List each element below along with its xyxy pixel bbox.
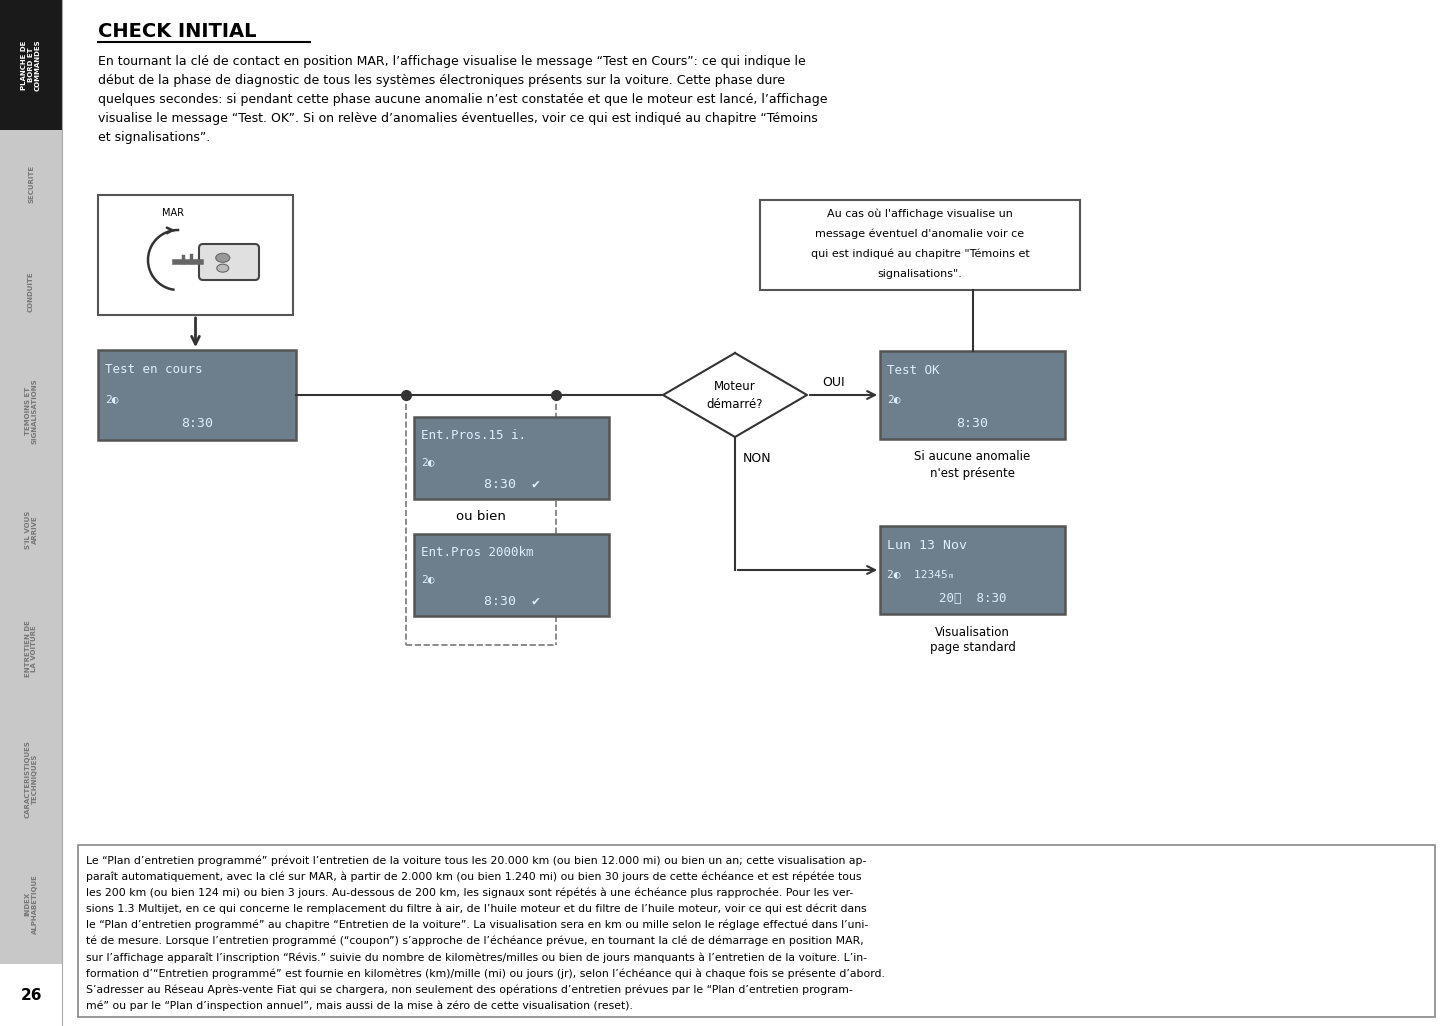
Text: 2◐  12345ₘ: 2◐ 12345ₘ xyxy=(887,569,955,580)
Bar xyxy=(0,476,62,584)
Bar xyxy=(0,346,62,476)
Text: 8:30: 8:30 xyxy=(957,417,988,430)
Text: 2◐: 2◐ xyxy=(420,575,435,584)
Text: formation d’“Entretien programmé” est fournie en kilomètres (km)/mille (mi) ou j: formation d’“Entretien programmé” est fo… xyxy=(87,969,884,979)
Text: MAR: MAR xyxy=(162,208,184,218)
Text: le “Plan d’entretien programmé” au chapitre “Entretien de la voiture”. La visual: le “Plan d’entretien programmé” au chapi… xyxy=(87,919,868,931)
Ellipse shape xyxy=(217,264,228,272)
Text: Moteur: Moteur xyxy=(714,380,756,393)
Bar xyxy=(0,584,62,714)
FancyBboxPatch shape xyxy=(98,350,296,440)
FancyBboxPatch shape xyxy=(415,534,608,616)
Text: Le “Plan d’entretien programmé” prévoit l’entretien de la voiture tous les 20.00: Le “Plan d’entretien programmé” prévoit … xyxy=(87,855,867,866)
Bar xyxy=(78,845,1435,1017)
Text: SECURITE: SECURITE xyxy=(27,165,35,203)
Text: INDEX
ALPHABETIQUE: INDEX ALPHABETIQUE xyxy=(25,874,38,934)
Text: ENTRETIEN DE
LA VOITURE: ENTRETIEN DE LA VOITURE xyxy=(25,621,38,677)
Bar xyxy=(98,195,293,315)
Text: ou bien: ou bien xyxy=(457,511,506,523)
Text: Test en cours: Test en cours xyxy=(105,363,202,377)
FancyBboxPatch shape xyxy=(880,351,1065,439)
Text: CARACTERISTIQUES
TECHNIQUES: CARACTERISTIQUES TECHNIQUES xyxy=(25,740,38,818)
Text: S'IL VOUS
ARRIVE: S'IL VOUS ARRIVE xyxy=(25,511,38,549)
Text: et signalisations”.: et signalisations”. xyxy=(98,131,211,144)
Text: Test OK: Test OK xyxy=(887,364,939,377)
Text: Au cas où l'affichage visualise un: Au cas où l'affichage visualise un xyxy=(827,208,1013,220)
Text: 8:30  ✔: 8:30 ✔ xyxy=(484,478,539,490)
Text: Ent.Pros 2000km: Ent.Pros 2000km xyxy=(420,546,533,558)
Ellipse shape xyxy=(215,253,230,263)
Text: té de mesure. Lorsque l’entretien programmé (“coupon”) s’approche de l’échéance : té de mesure. Lorsque l’entretien progra… xyxy=(87,936,864,947)
Bar xyxy=(760,200,1079,290)
Bar xyxy=(0,844,62,964)
Text: paraît automatiquement, avec la clé sur MAR, à partir de 2.000 km (ou bien 1.240: paraît automatiquement, avec la clé sur … xyxy=(87,871,861,881)
Text: 26: 26 xyxy=(20,987,42,1002)
Text: sions 1.3 Multijet, en ce qui concerne le remplacement du filtre à air, de l’hui: sions 1.3 Multijet, en ce qui concerne l… xyxy=(87,904,867,914)
Text: TEMOINS ET
SIGNALISATIONS: TEMOINS ET SIGNALISATIONS xyxy=(25,379,38,444)
FancyBboxPatch shape xyxy=(415,417,608,499)
FancyBboxPatch shape xyxy=(199,244,259,280)
Text: n'est présente: n'est présente xyxy=(931,467,1014,479)
Polygon shape xyxy=(663,353,806,437)
Text: message éventuel d'anomalie voir ce: message éventuel d'anomalie voir ce xyxy=(815,229,1025,239)
Text: 8:30  ✔: 8:30 ✔ xyxy=(484,595,539,607)
Text: les 200 km (ou bien 124 mi) ou bien 3 jours. Au-dessous de 200 km, les signaux s: les 200 km (ou bien 124 mi) ou bien 3 jo… xyxy=(87,887,853,898)
Text: S’adresser au Réseau Après-vente Fiat qui se chargera, non seulement des opérati: S’adresser au Réseau Après-vente Fiat qu… xyxy=(87,985,853,995)
Text: qui est indiqué au chapitre "Témoins et: qui est indiqué au chapitre "Témoins et xyxy=(811,248,1029,260)
Text: quelques secondes: si pendant cette phase aucune anomalie n’est constatée et que: quelques secondes: si pendant cette phas… xyxy=(98,93,828,106)
FancyBboxPatch shape xyxy=(880,526,1065,614)
Text: 8:30: 8:30 xyxy=(181,418,212,430)
Bar xyxy=(0,964,62,1026)
Bar xyxy=(0,714,62,844)
Text: OUI: OUI xyxy=(822,376,845,389)
Text: mé” ou par le “Plan d’inspection annuel”, mais aussi de la mise à zéro de cette : mé” ou par le “Plan d’inspection annuel”… xyxy=(87,1000,633,1012)
Text: début de la phase de diagnostic de tous les systèmes électroniques présents sur : début de la phase de diagnostic de tous … xyxy=(98,74,785,87)
Text: 2◐: 2◐ xyxy=(105,395,118,404)
Text: signalisations".: signalisations". xyxy=(877,269,962,279)
Text: sur l’affichage apparaît l’inscription “Révis.” suivie du nombre de kilomètres/m: sur l’affichage apparaît l’inscription “… xyxy=(87,952,867,962)
Text: En tournant la clé de contact en position MAR, l’affichage visualise le message : En tournant la clé de contact en positio… xyxy=(98,55,806,68)
Text: 2◐: 2◐ xyxy=(887,394,900,404)
Bar xyxy=(0,238,62,346)
Bar xyxy=(0,0,62,130)
Text: CONDUITE: CONDUITE xyxy=(27,272,35,312)
Text: démarré?: démarré? xyxy=(707,397,763,410)
Text: visualise le message “Test. OK”. Si on relève d’anomalies éventuelles, voir ce q: visualise le message “Test. OK”. Si on r… xyxy=(98,112,818,125)
Text: 20℃  8:30: 20℃ 8:30 xyxy=(939,592,1006,604)
Text: Si aucune anomalie: Si aucune anomalie xyxy=(915,450,1030,464)
Text: CHECK INITIAL: CHECK INITIAL xyxy=(98,22,257,41)
Text: NON: NON xyxy=(743,452,772,466)
Bar xyxy=(0,130,62,238)
Text: Lun 13 Nov: Lun 13 Nov xyxy=(887,539,967,552)
Text: Visualisation: Visualisation xyxy=(935,626,1010,638)
Text: page standard: page standard xyxy=(929,641,1016,655)
Text: Ent.Pros.15 i.: Ent.Pros.15 i. xyxy=(420,429,526,441)
Text: PLANCHE DE
BORD ET
COMMANDES: PLANCHE DE BORD ET COMMANDES xyxy=(22,39,40,91)
Text: 2◐: 2◐ xyxy=(420,458,435,467)
